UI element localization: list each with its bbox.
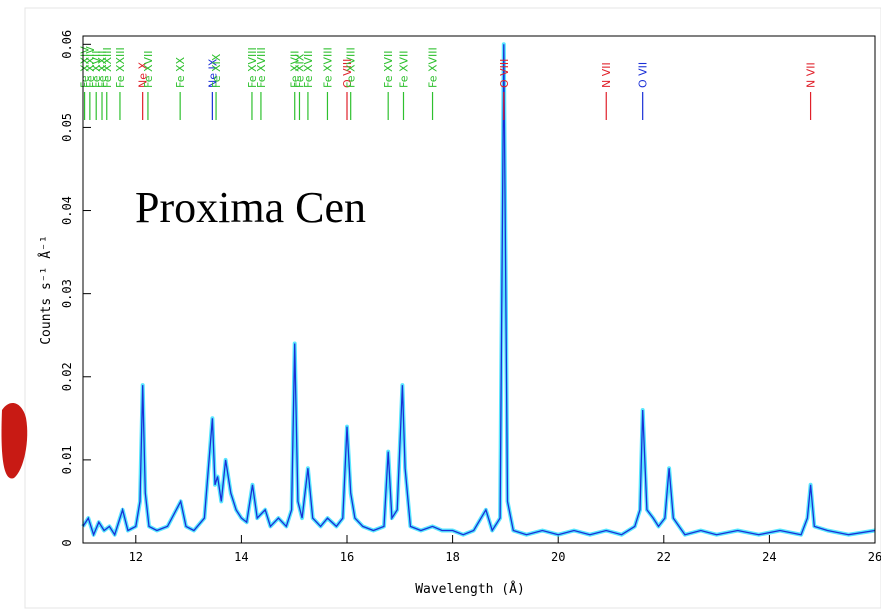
y-axis-label: Counts s⁻¹ Å⁻¹ [38,235,54,345]
line-id-label: Fe XVII [90,50,103,88]
x-tick-label: 16 [340,550,354,564]
line-id-label: O VIII [498,59,511,88]
line-id-label: Fe XVII [142,50,155,88]
x-tick-label: 20 [551,550,565,564]
x-tick-label: 14 [234,550,248,564]
panel [24,7,881,609]
y-tick-label: 0.06 [60,30,74,59]
x-tick-label: 18 [445,550,459,564]
spectrum-line [82,44,876,537]
line-id-label: N VII [805,62,818,88]
line-id-label: Fe XXIV [79,46,92,88]
x-tick-label: 24 [762,550,776,564]
line-id-label: Fe XIX [293,53,306,88]
line-id-label: Fe XVIII [345,47,358,88]
line-id-label: Fe XXIII [114,47,127,88]
x-axis-label: Wavelength (Å) [415,581,525,597]
line-id-label: Fe XVII [289,50,302,88]
line-id-label: O VII [637,62,650,88]
x-tick-label: 22 [657,550,671,564]
y-tick-label: 0.01 [60,445,74,474]
decoration [1,403,28,479]
line-id-label: Ne IX [206,58,219,88]
line-id-label: O VIII [341,59,354,88]
y-tick-label: 0.03 [60,279,74,308]
y-tick-label: 0.05 [60,113,74,142]
line-id-label: Fe XVII [397,50,410,88]
line-id-label: Fe XVII [382,50,395,88]
line-id-label: Fe XVIII [427,47,440,88]
x-tick-label: 26 [868,550,881,564]
y-tick-label: 0.02 [60,362,74,391]
line-id-label: Fe XVIII [246,47,259,88]
line-id-label: Fe XXIII [101,47,114,88]
line-id-label: N VII [600,62,613,88]
line-id-label: Fe XXIV [84,46,97,88]
plot-frame [82,35,876,544]
x-tick-label: 12 [129,550,143,564]
chart-title: Proxima Cen [135,183,366,232]
line-id-label: Fe XVIII [255,47,268,88]
line-id-label: Fe XIX [210,53,223,88]
y-tick-label: 0.04 [60,196,74,225]
line-id-label: Fe XX [174,56,187,88]
line-id-label: Fe XVIII [321,47,334,88]
line-id-label: Ne X [137,62,150,88]
y-tick-label: 0 [60,539,74,546]
line-id-label: Fe XVII [302,50,315,88]
line-id-label: Fe XXII [96,50,109,88]
